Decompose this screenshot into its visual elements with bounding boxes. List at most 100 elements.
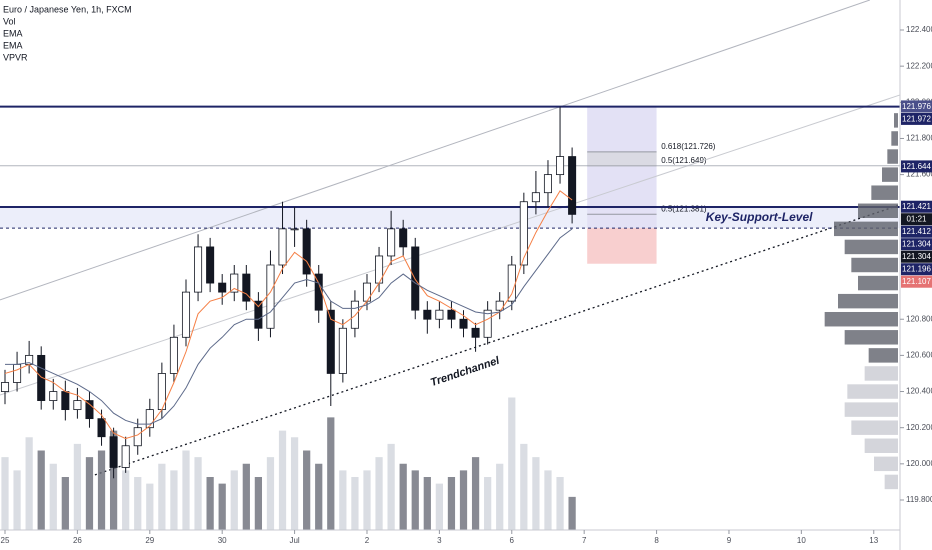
candle-body [121, 445, 130, 468]
candle-body [483, 309, 492, 338]
x-tick-label: 6 [510, 536, 515, 545]
volume-bar [556, 477, 564, 530]
volume-bar [496, 463, 504, 530]
candle-body [61, 391, 70, 411]
volume-bar [254, 477, 263, 530]
chart-title: Euro / Japanese Yen, 1h, FXCM [3, 4, 132, 14]
price-tag [901, 275, 932, 288]
trend-line [0, 0, 870, 301]
plot-area: 0.618(121.726)0.5(121.649)0.5(121.381)Tr… [0, 0, 900, 530]
candle-body [254, 300, 263, 329]
profile-bar [851, 257, 898, 273]
candle-body [145, 409, 154, 429]
candle-body [49, 391, 58, 401]
profile-bar [834, 221, 898, 237]
fib-label: 0.618(121.726) [661, 142, 716, 151]
price-tag-label: 121.304 [902, 240, 931, 249]
indicator-label: EMA [3, 28, 23, 38]
candle-body [435, 309, 444, 320]
position-stop [587, 228, 657, 264]
candle-body [531, 192, 540, 203]
volume-bar [363, 470, 371, 530]
volume-bar [532, 457, 540, 530]
profile-bar [868, 348, 898, 363]
x-tick-label: 30 [218, 536, 227, 545]
volume-bar [520, 443, 528, 530]
profile-bar [894, 113, 898, 128]
x-tick-label: 25 [1, 536, 10, 545]
profile-bar [874, 456, 898, 472]
price-tag [901, 160, 932, 173]
profile-bar [887, 149, 898, 164]
price-tag-label: 121.412 [902, 227, 931, 236]
candle-body [338, 327, 347, 374]
ema-line [5, 228, 573, 425]
trend-line [94, 204, 900, 476]
candle-body [423, 309, 432, 320]
annotation: Key-Support-Level [706, 210, 813, 224]
price-tag-label: 121.196 [902, 265, 931, 274]
profile-bar [891, 131, 898, 146]
volume-bar [230, 470, 238, 530]
price-tag-label: 01:21 [906, 215, 927, 224]
candle-body [242, 273, 251, 302]
y-tick-label: 120.400 [906, 387, 932, 396]
candle-body [556, 156, 565, 176]
volume-bar [97, 450, 106, 530]
volume-bar [351, 477, 359, 530]
candle-body [447, 309, 456, 320]
volume-bar [134, 477, 142, 530]
candle-body [37, 354, 46, 401]
price-tag-label: 121.644 [902, 162, 931, 171]
volume-bar [266, 457, 275, 530]
profile-bar [884, 474, 898, 490]
candle-body [302, 228, 311, 275]
volume-bar [447, 477, 456, 530]
price-tag-label: 121.421 [902, 202, 931, 211]
x-tick-label: 3 [437, 536, 442, 545]
volume-bar [339, 470, 347, 530]
fib-zone [587, 151, 657, 166]
y-tick-label: 122.400 [906, 25, 932, 34]
profile-bar [882, 167, 898, 182]
candle-body [387, 228, 396, 257]
volume-bar [303, 450, 311, 530]
y-tick-label: 120.000 [906, 459, 932, 468]
profile-bar [844, 330, 898, 345]
volume-bar [206, 477, 214, 530]
volume-bar [411, 470, 419, 530]
candle-body [85, 400, 94, 420]
profile-bar [844, 402, 898, 417]
volume-bar [327, 417, 335, 530]
price-tag [901, 225, 932, 238]
y-tick-label: 121.600 [906, 170, 932, 179]
price-tag-label: 121.976 [902, 102, 931, 111]
candle-body [194, 246, 203, 293]
profile-bar [824, 311, 898, 327]
y-tick-label: 120.800 [906, 314, 932, 323]
volume-bar [170, 470, 178, 530]
x-tick-label: 7 [582, 536, 587, 545]
profile-bar [864, 366, 898, 381]
axes: 122.400122.200122.000121.800121.600120.8… [1, 25, 932, 545]
price-tag [901, 100, 932, 113]
volume-bar [315, 463, 323, 530]
candle-body [459, 318, 468, 329]
candle-body [13, 364, 22, 383]
indicator-label: EMA [3, 40, 23, 50]
volume-bar [109, 430, 118, 530]
volume-bar [387, 443, 395, 530]
candle-body [507, 264, 516, 302]
y-tick-label: 120.600 [906, 350, 932, 359]
trend-line [0, 94, 900, 396]
y-tick-label: 120.200 [906, 423, 932, 432]
x-tick-label: 9 [727, 536, 732, 545]
volume-bar [544, 470, 552, 530]
volume-bar [218, 483, 226, 530]
x-tick-label: 13 [869, 536, 878, 545]
price-tag [901, 112, 932, 125]
candle-body [278, 228, 287, 266]
price-tag [901, 263, 932, 276]
